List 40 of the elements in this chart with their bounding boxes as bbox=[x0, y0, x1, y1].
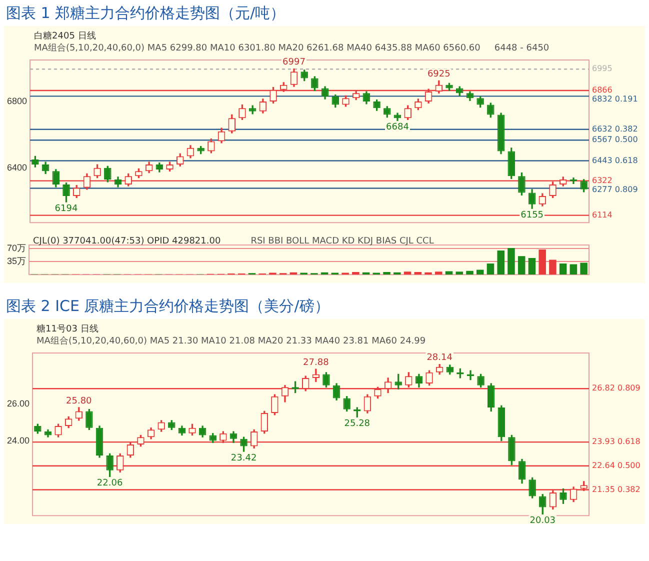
text: 25.28 bbox=[344, 418, 370, 429]
ref-line-label: 6322 bbox=[592, 176, 612, 185]
text: 23.42 bbox=[230, 453, 257, 464]
text: 6194 bbox=[54, 204, 78, 214]
ref-line-label: 6866 bbox=[592, 86, 612, 95]
annotation: RSI BBI BOLL MACD KD KDJ BIAS CJL CCL bbox=[250, 236, 434, 246]
y-tick-label: 35万 bbox=[6, 256, 26, 266]
ref-line-label: 6114 bbox=[592, 210, 612, 220]
text: 25.80 bbox=[66, 396, 92, 406]
ref-line-label: 6632 0.382 bbox=[592, 124, 638, 134]
chart-subtitle: 糖11号03 日线 bbox=[36, 323, 98, 334]
ref-line-label: 22.64 0.500 bbox=[592, 460, 640, 470]
ref-line-label: 6995 bbox=[592, 64, 612, 74]
chart-title: 图表 2 ICE 原糖主力合约价格走势图（美分/磅） bbox=[5, 296, 330, 317]
y-tick-label: 6800 bbox=[6, 96, 28, 106]
text: MA组合(5,10,20,40,60,0) MA5 6299.80 MA10 6301.80 MA20 6261.68 MA40 6435.88 MA60 6560.60 bbox=[34, 42, 481, 54]
ref-line-label: 23.93 0.618 bbox=[592, 437, 640, 446]
text: 27.88 bbox=[303, 358, 329, 368]
text: 6448 - 6450 bbox=[494, 43, 550, 54]
ref-line-label: 6277 0.809 bbox=[592, 184, 638, 194]
text: 22.06 bbox=[96, 478, 123, 488]
text: MA组合(5,10,20,40,60,0) MA5 21.30 MA10 21.08 MA20 21.33 MA40 23.81 MA60 24.99 bbox=[36, 335, 426, 346]
chart-title: 图表 1 郑糖主力合约价格走势图（元/吨） bbox=[5, 3, 286, 24]
chart-subtitle: 白糖2405 日线 bbox=[34, 30, 96, 42]
ref-line-label: 26.82 0.809 bbox=[592, 384, 640, 393]
ref-line-label: 6832 0.191 bbox=[592, 94, 638, 104]
y-tick-label: 24.00 bbox=[6, 435, 30, 446]
ref-line-label: 21.35 0.382 bbox=[592, 484, 640, 494]
text: 6155 bbox=[520, 210, 544, 220]
ref-line-label: 6567 0.500 bbox=[592, 135, 638, 144]
ref-line-label: 6443 0.618 bbox=[592, 156, 638, 165]
text: 6997 bbox=[282, 58, 306, 68]
text: 20.03 bbox=[530, 516, 556, 526]
y-tick-label: 70万 bbox=[6, 243, 26, 254]
text: 6684 bbox=[386, 122, 409, 133]
y-tick-label: 6400 bbox=[6, 162, 28, 172]
chart-title: CJL(0) 377041.00(47:53) OPID 429821.00 bbox=[33, 236, 221, 246]
y-tick-label: 26.00 bbox=[6, 398, 30, 408]
text: 6925 bbox=[427, 70, 450, 80]
text: 28.14 bbox=[426, 353, 452, 364]
